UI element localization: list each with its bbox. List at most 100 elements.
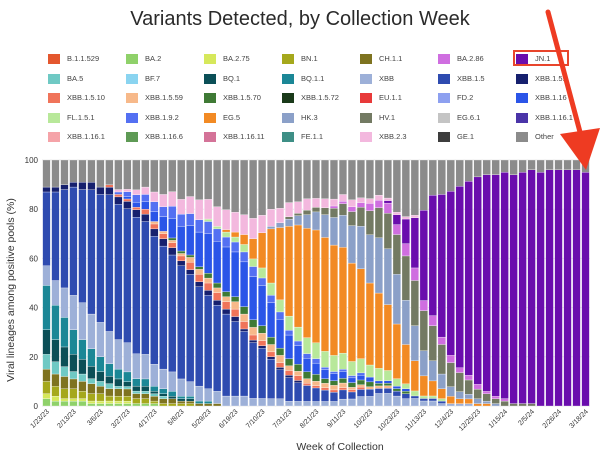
bar-segment [473, 159, 482, 178]
bar-segment [374, 237, 383, 294]
bar-segment [69, 378, 78, 389]
legend-label: XBB.1.9.2 [145, 112, 179, 122]
bar-segment [159, 233, 168, 239]
bar-segment [123, 388, 132, 397]
y-tick-label: 0 [34, 402, 39, 411]
bar-segment [302, 401, 312, 407]
bar-segment [78, 189, 87, 303]
bar-segment [195, 269, 204, 275]
bar-segment [204, 199, 213, 220]
x-tick-label: 2/5/24 [517, 408, 536, 427]
bar-segment [374, 207, 383, 238]
bar-segment [87, 189, 96, 315]
legend-label: FL.1.5.1 [67, 112, 95, 122]
bar-segment [320, 369, 329, 379]
bar-segment [159, 194, 168, 207]
bar-segment [365, 386, 374, 390]
bar-segment [186, 213, 195, 226]
y-tick-label: 80 [29, 205, 38, 214]
bar-segment [285, 377, 294, 402]
bar-segment [554, 159, 563, 170]
bar-segment [356, 379, 365, 385]
bar-segment [168, 254, 177, 373]
bar-segment [222, 301, 231, 310]
bar-segment [285, 159, 294, 203]
bar-segment [267, 344, 276, 353]
bar-segment [401, 216, 410, 220]
bar-segment [51, 191, 60, 281]
bar-segment [500, 398, 509, 402]
bar-segment [311, 229, 321, 343]
bar-segment [60, 317, 69, 348]
bar-segment [258, 285, 267, 326]
bar-segment [276, 311, 285, 320]
bar-segment [42, 159, 51, 188]
bar-segment [60, 287, 69, 318]
bar-segment [240, 328, 249, 332]
bar-segment [572, 169, 581, 407]
bar-segment [428, 159, 437, 196]
x-tick-label: 1/15/24 [488, 408, 510, 430]
bar-segment [222, 291, 231, 297]
bar-segment [446, 362, 455, 387]
bar-segment [150, 403, 159, 407]
bar-segment [69, 354, 78, 372]
legend-label: XBB.1.5.70 [223, 93, 261, 102]
bar-segment [87, 400, 96, 404]
bar-segment [392, 224, 401, 235]
x-tick-label: 2/26/24 [542, 408, 564, 430]
x-tick-label: 1/23/23 [29, 408, 51, 430]
bar-segment [240, 214, 249, 235]
bar-segment [42, 368, 51, 382]
bar-segment [311, 374, 321, 382]
y-tick-label: 100 [25, 156, 39, 165]
legend-swatch [438, 54, 450, 64]
bar-segment [383, 248, 392, 305]
bar-segment [114, 189, 123, 193]
bar-segment [141, 186, 150, 195]
bar-segment [320, 378, 329, 384]
y-tick-label: 40 [29, 304, 38, 313]
legend-swatch [282, 132, 294, 142]
bar-segment [132, 378, 141, 387]
bar-segment [249, 327, 258, 336]
bar-segment [159, 398, 168, 404]
bar-segment [320, 207, 329, 215]
bar-segment [240, 331, 249, 397]
bar-segment [356, 389, 365, 397]
bar-segment [500, 159, 509, 173]
bar-segment [78, 400, 87, 407]
bar-segment [105, 403, 114, 407]
bar-segment [294, 340, 303, 346]
bar-segment [177, 213, 186, 227]
bar-segment [338, 215, 347, 248]
bar-segment [60, 388, 69, 399]
legend-label: XBB.1.16.1 [67, 132, 105, 141]
bar-segment [96, 194, 105, 323]
bar-segment [473, 388, 482, 399]
bar-segment [464, 159, 473, 182]
bar-segment [222, 246, 231, 292]
bar-segment [428, 398, 437, 402]
bar-segment [231, 236, 240, 243]
bar-segment [347, 159, 356, 200]
bar-segment [141, 354, 150, 380]
x-tick-label: 5/29/23 [191, 408, 213, 430]
bar-segment [320, 159, 329, 199]
bar-segment [123, 191, 132, 197]
bar-segment [177, 398, 186, 402]
bar-segment [141, 386, 150, 392]
legend-label: XBB [379, 73, 395, 83]
bar-segment [213, 206, 222, 227]
bar-segment [276, 398, 285, 407]
bar-segment [356, 197, 365, 203]
bar-segment [168, 396, 177, 399]
bar-segment [42, 393, 51, 399]
bar-segment [285, 202, 294, 217]
legend-swatch [48, 73, 60, 84]
bar-segment [186, 254, 195, 258]
bar-segment [168, 403, 177, 407]
bar-segment [87, 383, 96, 394]
bar-segment [365, 396, 374, 407]
bar-segment [141, 393, 150, 399]
